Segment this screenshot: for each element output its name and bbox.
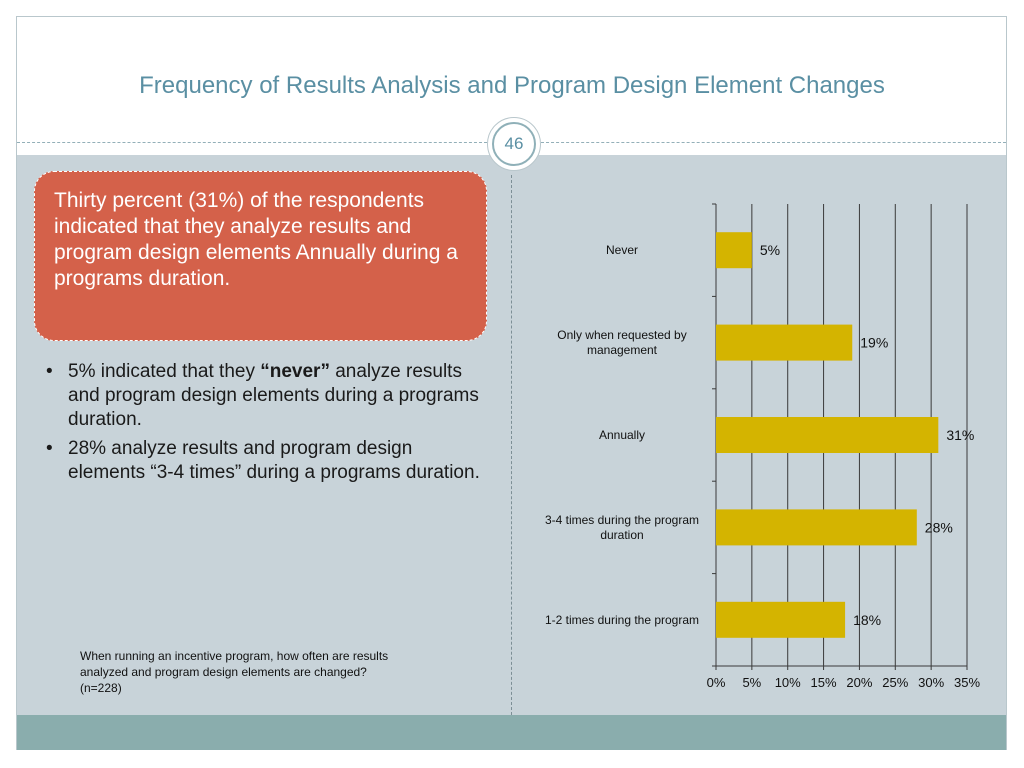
callout-text: Thirty percent (31%) of the respondents … <box>54 189 458 290</box>
column-divider <box>511 175 512 715</box>
data-label: 19% <box>860 335 888 351</box>
data-label: 28% <box>925 519 953 535</box>
tick-label: 10% <box>775 675 801 690</box>
bar <box>716 509 917 546</box>
category-label: Never <box>606 243 638 257</box>
data-label: 31% <box>946 427 974 443</box>
bar <box>716 324 853 361</box>
tick-label: 0% <box>707 675 726 690</box>
page-number: 46 <box>492 122 536 166</box>
bullet-text: 5% indicated that they <box>68 361 261 382</box>
category-label: Only when requested by <box>557 328 686 342</box>
bullet-dot: • <box>46 438 53 459</box>
category-label: duration <box>600 528 643 542</box>
survey-question-note: When running an incentive program, how o… <box>80 648 450 696</box>
header-divider-right <box>541 142 1006 143</box>
header-divider-left <box>17 142 487 143</box>
bullet-emphasis: “never” <box>260 361 330 382</box>
bar-chart-svg: 5% Never 19% Only when requested bymanageme… <box>545 203 980 690</box>
bar-chart: 5% Never 19% Only when requested by manageme… <box>512 190 1006 700</box>
tick-label: 30% <box>918 675 944 690</box>
bullet-text: 28% analyze results and program design e… <box>68 438 480 483</box>
tick-label: 5% <box>742 675 761 690</box>
page-number-badge: 46 <box>487 117 541 171</box>
bullet-item: • 5% indicated that they “never” analyze… <box>44 360 484 432</box>
tick-label: 35% <box>954 675 980 690</box>
bullet-item: • 28% analyze results and program design… <box>44 437 484 485</box>
category-label: 3-4 times during the program <box>545 513 699 527</box>
bullet-text: analyze results and program design eleme… <box>68 361 479 430</box>
note-line: analyzed and program design elements are… <box>80 665 367 679</box>
bullet-list: • 5% indicated that they “never” analyze… <box>44 360 484 490</box>
bar <box>716 232 752 269</box>
tick-label: 25% <box>882 675 908 690</box>
category-label: management <box>587 343 658 357</box>
tick-label: 15% <box>811 675 837 690</box>
callout-box: Thirty percent (31%) of the respondents … <box>34 171 487 341</box>
bullet-dot: • <box>46 361 53 382</box>
bar <box>716 601 846 638</box>
note-line: (n=228) <box>80 681 122 695</box>
bar <box>716 417 939 453</box>
tick-label: 20% <box>846 675 872 690</box>
category-label: Annually <box>599 428 645 442</box>
slide-title: Frequency of Results Analysis and Progra… <box>139 72 885 99</box>
note-line: When running an incentive program, how o… <box>80 649 389 663</box>
category-label: 1-2 times during the program <box>545 613 699 627</box>
data-label: 18% <box>853 612 881 628</box>
data-label: 5% <box>760 242 780 258</box>
footer-bar <box>17 715 1006 750</box>
